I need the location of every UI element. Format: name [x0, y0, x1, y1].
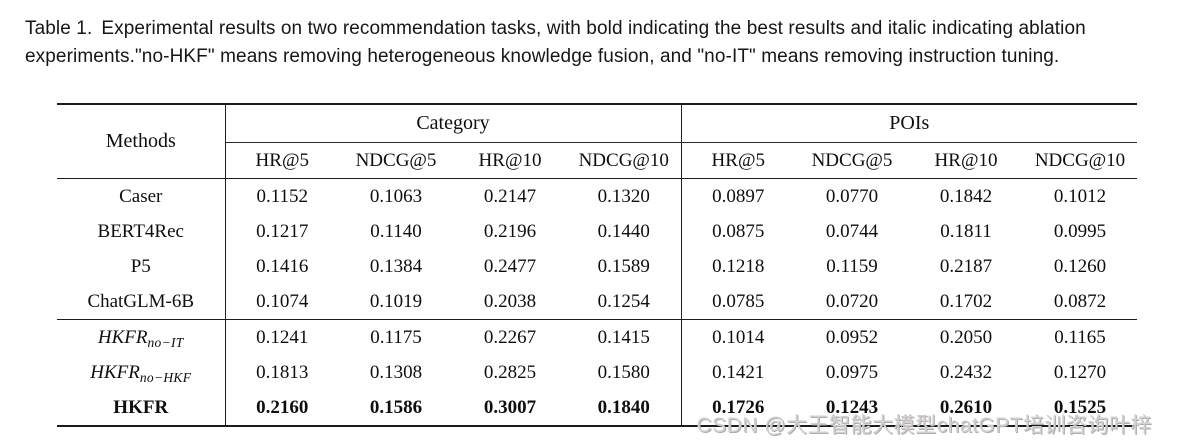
- method-cell: Caser: [57, 179, 225, 215]
- metric-value-cell: 0.1152: [224, 178, 339, 214]
- method-name: HKFR: [97, 326, 148, 348]
- method-name: HKFR: [113, 396, 169, 418]
- method-cell: HKFRno−HKF: [57, 355, 225, 390]
- metric-value-cell: 0.0770: [825, 185, 879, 207]
- metric-value-cell: 0.1270: [1053, 361, 1107, 383]
- metric-value-cell: 0.2160: [224, 390, 339, 426]
- metric-value-cell: 0.1063: [369, 185, 423, 207]
- metric-value-cell: 0.1217: [224, 214, 339, 249]
- metric-value-cell: 0.2050: [939, 326, 993, 348]
- table-row-p5: P5 0.1416 0.1384 0.2477 0.1589 0.1218 0.…: [57, 249, 1137, 284]
- metric-value-cell: 0.2825: [483, 361, 537, 383]
- metric-value-cell: 0.1012: [1053, 185, 1107, 207]
- metric-value-cell: 0.1159: [826, 255, 878, 277]
- metric-value-cell: 0.2187: [939, 255, 993, 277]
- metric-value-cell: 0.1440: [597, 220, 650, 242]
- metric-value-cell: 0.1308: [369, 361, 423, 383]
- metric-value-cell: 0.2477: [483, 255, 537, 277]
- metric-value-cell: 0.1019: [339, 284, 453, 320]
- metric-value-cell: 0.1320: [597, 185, 650, 207]
- metric-value-cell: 0.1260: [1053, 255, 1107, 277]
- metric-value-cell: 0.1726: [680, 390, 795, 426]
- table-caption: Table 1. Experimental results on two reco…: [25, 15, 1168, 71]
- table-row-caser: Caser 0.1152 0.1063 0.2147 0.1320 0.0897…: [57, 178, 1137, 215]
- metric-value-cell: 0.1165: [1054, 326, 1106, 348]
- column-header-pois-ndcg10: NDCG@10: [1023, 142, 1138, 179]
- method-cell: HKFRno−IT: [57, 320, 225, 356]
- metric-value-cell: 0.1525: [1053, 396, 1107, 418]
- methods-column-header: Methods: [57, 104, 225, 179]
- metric-value-cell: 0.0995: [1053, 220, 1107, 242]
- metric-value-cell: 0.2038: [453, 284, 567, 320]
- table-row-bert4rec: BERT4Rec 0.1217 0.1140 0.2196 0.1440 0.0…: [57, 214, 1137, 249]
- method-name: HKFR: [90, 361, 140, 383]
- method-cell: P5: [57, 249, 225, 284]
- column-header-category-ndcg5: NDCG@5: [339, 142, 453, 179]
- metric-value-cell: 0.1241: [224, 319, 339, 355]
- metric-value-cell: 0.0720: [795, 284, 909, 320]
- method-name: BERT4Rec: [97, 220, 184, 242]
- metric-value-cell: 0.0975: [825, 361, 879, 383]
- metric-value-cell: 0.2196: [483, 220, 537, 242]
- method-name: Caser: [119, 185, 163, 207]
- column-header-category-ndcg10: NDCG@10: [567, 142, 681, 179]
- metric-value-cell: 0.1580: [597, 361, 650, 383]
- metric-value-cell: 0.1813: [224, 355, 339, 390]
- metric-value-cell: 0.0952: [825, 326, 879, 348]
- method-name: P5: [130, 255, 151, 277]
- method-cell: HKFR: [57, 390, 225, 426]
- metric-value-cell: 0.1415: [597, 326, 650, 348]
- method-subscript: no−IT: [147, 334, 184, 350]
- results-table-container: Methods Category POIs HR@5 NDCG@5 HR@10 …: [57, 103, 1138, 427]
- metric-value-cell: 0.1140: [370, 220, 422, 242]
- metric-value-cell: 0.1589: [597, 255, 650, 277]
- table-row-hkfr: HKFR 0.2160 0.1586 0.3007 0.1840 0.1726 …: [57, 390, 1137, 426]
- metric-value-cell: 0.0897: [680, 178, 795, 214]
- method-name: ChatGLM-6B: [87, 290, 195, 312]
- metric-value-cell: 0.1014: [680, 319, 795, 355]
- metric-value-cell: 0.1218: [680, 249, 795, 284]
- metric-value-cell: 0.1416: [224, 249, 339, 284]
- column-header-category-hr10: HR@10: [453, 142, 567, 179]
- table-row-hkfr-no-it: HKFRno−IT 0.1241 0.1175 0.2267 0.1415 0.…: [57, 319, 1137, 356]
- metric-value-cell: 0.1243: [825, 396, 879, 418]
- metric-value-cell: 0.3007: [483, 396, 537, 418]
- metric-value-cell: 0.1175: [370, 326, 422, 348]
- column-header-pois-ndcg5: NDCG@5: [795, 142, 909, 179]
- metric-value-cell: 0.1421: [680, 355, 795, 390]
- metric-value-cell: 0.2147: [483, 185, 537, 207]
- group-header-category: Category: [224, 104, 681, 143]
- metric-value-cell: 0.1384: [369, 255, 423, 277]
- method-subscript: no−HKF: [139, 369, 192, 385]
- metric-value-cell: 0.0875: [680, 214, 795, 249]
- method-cell: ChatGLM-6B: [57, 284, 225, 320]
- metric-value-cell: 0.1586: [369, 396, 423, 418]
- column-header-pois-hr5: HR@5: [680, 142, 795, 179]
- metric-value-cell: 0.2610: [939, 396, 993, 418]
- column-header-category-hr5: HR@5: [224, 142, 339, 179]
- metric-value-cell: 0.0744: [825, 220, 879, 242]
- metric-value-cell: 0.2267: [483, 326, 537, 348]
- metric-value-cell: 0.2432: [939, 361, 993, 383]
- metric-value-cell: 0.1254: [567, 284, 681, 320]
- column-header-pois-hr10: HR@10: [909, 142, 1023, 179]
- group-header-pois: POIs: [680, 104, 1138, 143]
- table-row-chatglm-6b: ChatGLM-6B 0.1074 0.1019 0.2038 0.1254 0…: [57, 284, 1138, 320]
- metric-value-cell: 0.0785: [680, 284, 795, 320]
- table-row-hkfr-no-hkf: HKFRno−HKF 0.1813 0.1308 0.2825 0.1580 0…: [57, 355, 1137, 390]
- table-caption-text: Experimental results on two recommendati…: [25, 18, 1086, 67]
- results-table: Methods Category POIs HR@5 NDCG@5 HR@10 …: [57, 103, 1138, 427]
- method-cell: BERT4Rec: [57, 214, 225, 249]
- metric-value-cell: 0.1842: [939, 185, 993, 207]
- metric-value-cell: 0.1811: [940, 220, 992, 242]
- table-caption-label: Table 1.: [25, 18, 93, 39]
- metric-value-cell: 0.0872: [1023, 284, 1138, 320]
- metric-value-cell: 0.1074: [224, 284, 339, 320]
- metric-value-cell: 0.1840: [597, 396, 650, 418]
- metric-value-cell: 0.1702: [909, 284, 1023, 320]
